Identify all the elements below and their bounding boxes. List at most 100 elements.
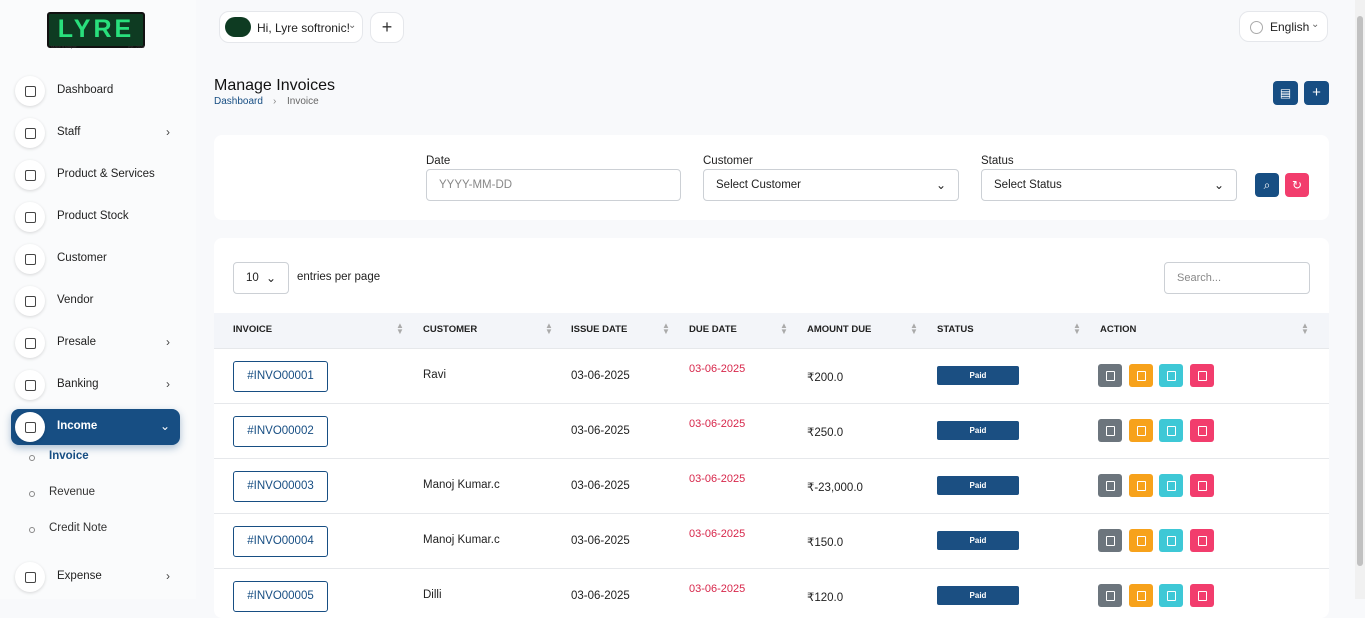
status-badge: Paid: [937, 366, 1019, 385]
breadcrumb-link[interactable]: Dashboard: [214, 96, 263, 107]
nav-label: Presale: [57, 336, 96, 348]
sort-icon[interactable]: ▲ ▼: [910, 321, 918, 336]
language: English: [1270, 20, 1310, 34]
nav-icon: [15, 202, 45, 232]
status-badge: Paid: [937, 476, 1019, 495]
date-label: Date: [426, 155, 451, 167]
edit-button[interactable]: [1159, 364, 1183, 387]
nav-icon: [15, 244, 45, 274]
nav-item[interactable]: Dashboard: [11, 73, 180, 109]
edit-button[interactable]: [1159, 529, 1183, 552]
sort-icon[interactable]: ▲ ▼: [396, 321, 404, 336]
reset-button[interactable]: ↻: [1285, 173, 1309, 197]
logo[interactable]: LYRE: [47, 12, 145, 48]
add-button[interactable]: +: [370, 12, 404, 43]
nav-icon: [15, 562, 45, 592]
nav-item[interactable]: Presale ›: [11, 325, 180, 361]
due-date: 03-06-2025: [689, 418, 746, 430]
column-header: CUSTOMER: [423, 324, 478, 335]
page-size-select[interactable]: 10 ⌄: [233, 262, 289, 294]
submenu-item[interactable]: Invoice: [29, 450, 89, 462]
column-header: ISSUE DATE: [571, 324, 628, 335]
create-button[interactable]: +: [1304, 81, 1329, 105]
sort-icon[interactable]: ▲ ▼: [1301, 321, 1309, 336]
view-button[interactable]: [1129, 584, 1153, 607]
duplicate-button[interactable]: [1098, 419, 1122, 442]
delete-button[interactable]: [1190, 529, 1214, 552]
invoice-button[interactable]: #INVO00005: [233, 581, 328, 612]
issue-date: 03-06-2025: [571, 590, 630, 602]
delete-button[interactable]: [1190, 364, 1214, 387]
scrollbar: [1355, 0, 1365, 599]
nav-label: Vendor: [57, 294, 94, 306]
sort-icon[interactable]: ▲ ▼: [545, 321, 553, 336]
duplicate-button[interactable]: [1098, 474, 1122, 497]
due-date: 03-06-2025: [689, 473, 746, 485]
view-button[interactable]: [1129, 474, 1153, 497]
nav-item[interactable]: Product Stock: [11, 199, 180, 235]
row-divider: [214, 513, 1329, 514]
avatar: [225, 17, 251, 37]
placeholder: Select Customer: [716, 179, 802, 191]
edit-button[interactable]: [1159, 419, 1183, 442]
nav-item[interactable]: Staff ›: [11, 115, 180, 151]
nav-icon: [15, 328, 45, 358]
issue-date: 03-06-2025: [571, 425, 630, 437]
sort-icon[interactable]: ▲ ▼: [1073, 321, 1081, 336]
delete-button[interactable]: [1190, 584, 1214, 607]
edit-button[interactable]: [1159, 584, 1183, 607]
invoice-button[interactable]: #INVO00003: [233, 471, 328, 502]
language-select[interactable]: English ⌄: [1239, 11, 1328, 42]
nav-item[interactable]: Banking ›: [11, 367, 180, 403]
user-menu[interactable]: Hi, Lyre softronic! ⌄: [219, 11, 363, 43]
sort-icon[interactable]: ▲ ▼: [780, 321, 788, 336]
search-button[interactable]: ⌕: [1255, 173, 1279, 197]
row-divider: [214, 458, 1329, 459]
due-date: 03-06-2025: [689, 363, 746, 375]
view-button[interactable]: [1129, 419, 1153, 442]
invoice-button[interactable]: #INVO00001: [233, 361, 328, 392]
status-badge: Paid: [937, 586, 1019, 605]
nav-item[interactable]: Product & Services: [11, 157, 180, 193]
date-input[interactable]: YYYY-MM-DD: [426, 169, 681, 201]
customer-select[interactable]: Select Customer ⌄: [703, 169, 959, 201]
chevron: ⌄: [1213, 178, 1224, 192]
page-size: 10: [246, 272, 259, 284]
duplicate-button[interactable]: [1098, 584, 1122, 607]
search-input[interactable]: Search...: [1164, 262, 1310, 294]
nav-label: Customer: [57, 252, 107, 264]
amount-due: ₹200.0: [807, 372, 844, 384]
nav-item[interactable]: Expense ›: [11, 559, 180, 595]
submenu-item[interactable]: Revenue: [28, 486, 95, 498]
view-button[interactable]: [1129, 364, 1153, 387]
customer: Manoj Kumar.c: [423, 479, 500, 491]
breadcrumb-current: Invoice: [287, 96, 319, 107]
export-button[interactable]: ▤: [1273, 81, 1298, 105]
issue-date: 03-06-2025: [571, 535, 630, 547]
amount-due: ₹120.0: [807, 592, 844, 604]
invoice-button[interactable]: #INVO00002: [233, 416, 328, 447]
submenu-label: Credit Note: [49, 522, 108, 534]
entries-label: entries per page: [297, 271, 381, 283]
delete-button[interactable]: [1190, 419, 1214, 442]
duplicate-button[interactable]: [1098, 529, 1122, 552]
status-select[interactable]: Select Status ⌄: [981, 169, 1237, 201]
nav-item[interactable]: Vendor: [11, 283, 180, 319]
nav-item[interactable]: Income ⌄: [11, 409, 180, 445]
nav-label: Income: [57, 420, 98, 432]
edit-button[interactable]: [1159, 474, 1183, 497]
customer-label: Customer: [703, 155, 753, 167]
nav-label: Dashboard: [57, 84, 114, 96]
nav-item[interactable]: Customer: [11, 241, 180, 277]
scrollbar-thumb[interactable]: [1357, 16, 1363, 566]
nav-label: Expense: [57, 570, 102, 582]
sort-icon[interactable]: ▲ ▼: [662, 321, 670, 336]
logo-tagline: Make it simple: [51, 44, 77, 49]
customer: Ravi: [423, 369, 447, 381]
invoice-button[interactable]: #INVO00004: [233, 526, 328, 557]
view-button[interactable]: [1129, 529, 1153, 552]
delete-button[interactable]: [1190, 474, 1214, 497]
page-title: Manage Invoices: [214, 77, 335, 94]
duplicate-button[interactable]: [1098, 364, 1122, 387]
submenu-item[interactable]: Credit Note: [28, 522, 108, 534]
